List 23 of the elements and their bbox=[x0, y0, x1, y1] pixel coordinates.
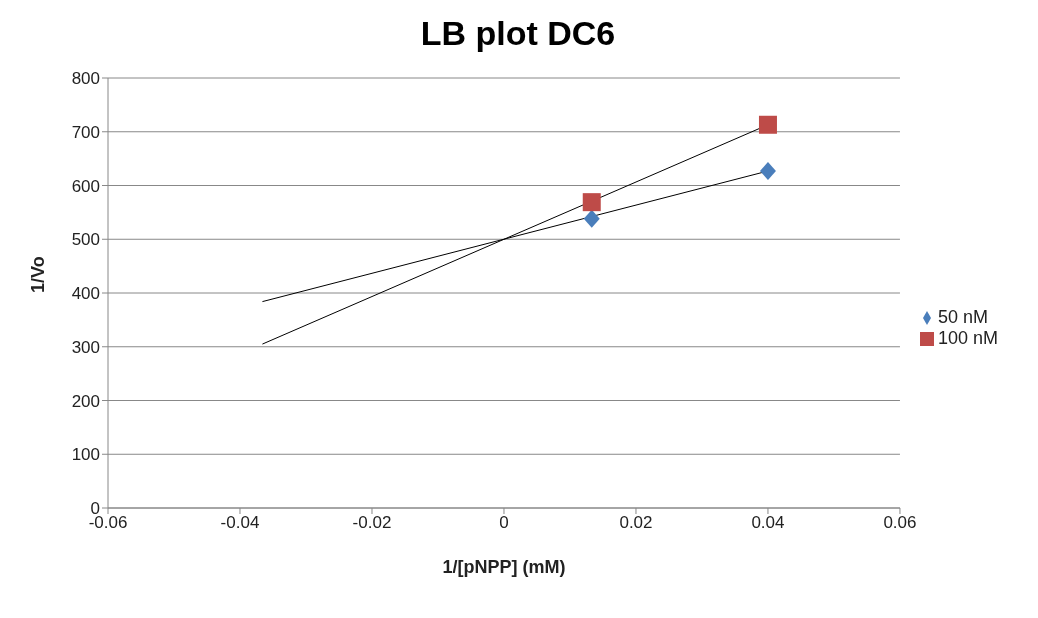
x-axis-title: 1/[pNPP] (mM) bbox=[442, 557, 566, 577]
y-tick-label: 300 bbox=[71, 337, 100, 357]
y-tick-label: 700 bbox=[71, 122, 100, 142]
point bbox=[759, 161, 776, 180]
y-tick-label: 800 bbox=[71, 69, 100, 89]
x-tick-label: 0.04 bbox=[751, 513, 785, 533]
x-tick-label: 0.02 bbox=[619, 513, 653, 533]
y-axis-title: 1/Vo bbox=[28, 256, 49, 293]
point bbox=[583, 209, 600, 228]
x-tick-label: -0.04 bbox=[220, 513, 260, 533]
y-tick-label: 600 bbox=[71, 176, 100, 196]
legend-label: 100 nM bbox=[937, 328, 998, 348]
y-tick-label: 200 bbox=[71, 391, 100, 411]
chart-title: LB plot DC6 bbox=[419, 13, 617, 54]
x-tick-label: 0 bbox=[499, 513, 509, 533]
x-tick-label: 0.06 bbox=[883, 513, 917, 533]
y-tick-label: 500 bbox=[71, 230, 100, 250]
x-tick-label: -0.02 bbox=[352, 513, 392, 533]
point bbox=[758, 115, 777, 134]
point bbox=[582, 193, 601, 212]
y-tick-label: 100 bbox=[71, 445, 100, 465]
y-tick-label: 400 bbox=[71, 284, 100, 304]
legend-label: 50 nM bbox=[937, 307, 988, 327]
